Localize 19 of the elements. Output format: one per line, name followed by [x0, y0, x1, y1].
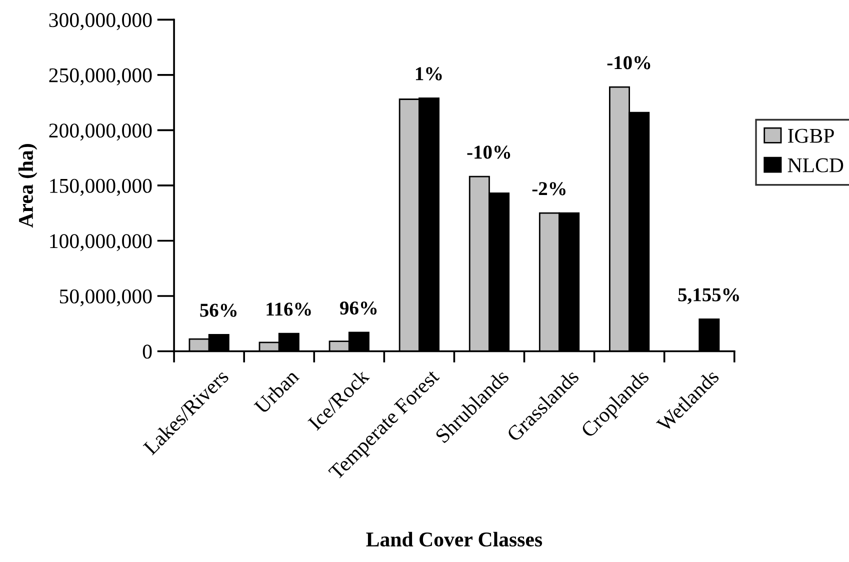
annotation: 56%	[200, 304, 236, 317]
legend-label: NLCD	[788, 158, 844, 172]
y-tick-label: 250,000,000	[49, 68, 152, 86]
annotation: 5,155%	[678, 288, 739, 304]
y-tick-label: 0	[142, 344, 152, 359]
legend-label: IGBP	[788, 128, 834, 143]
annotation: -10%	[467, 146, 510, 159]
y-axis-title: Area (ha)	[18, 144, 38, 228]
annotation: -2%	[532, 182, 566, 196]
annotation: 116%	[266, 302, 311, 316]
y-tick-label: 50,000,000	[60, 289, 152, 306]
annotation: 96%	[340, 302, 377, 315]
annotation: 1%	[416, 67, 442, 80]
y-tick-label: 150,000,000	[50, 178, 152, 196]
y-tick-label: 300,000,000	[49, 13, 152, 30]
y-tick-label: 200,000,000	[49, 124, 152, 141]
y-tick-label: 100,000,000	[50, 234, 152, 252]
x-axis-title: Land Cover Classes	[366, 532, 542, 547]
annotation: -10%	[607, 56, 650, 70]
